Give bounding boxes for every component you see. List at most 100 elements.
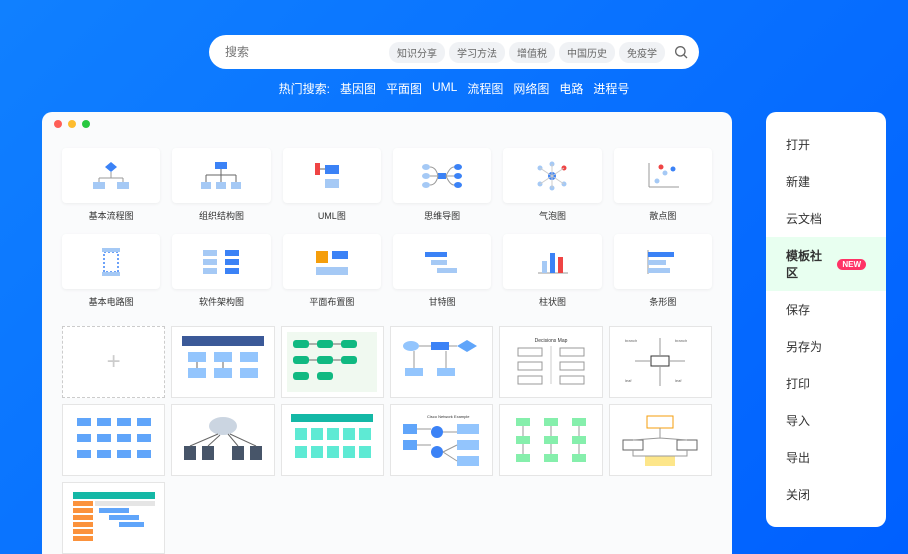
hot-search-item[interactable]: UML: [432, 80, 457, 97]
template-card[interactable]: 平面布置图: [283, 234, 381, 308]
template-label: 散点图: [614, 209, 712, 222]
template-thumb-scatter: [614, 148, 712, 203]
template-thumb-arch: [172, 234, 270, 289]
gallery-item[interactable]: [390, 326, 493, 398]
window-controls: [42, 112, 732, 136]
menu-item-label: 云文档: [786, 210, 822, 227]
gallery-item[interactable]: [499, 404, 602, 476]
template-label: 气泡图: [503, 209, 601, 222]
search-tag[interactable]: 中国历史: [559, 42, 615, 63]
window-dot[interactable]: [82, 120, 90, 128]
gallery-item[interactable]: [281, 326, 384, 398]
menu-item[interactable]: 关闭: [766, 476, 886, 513]
window-dot[interactable]: [68, 120, 76, 128]
search-tag[interactable]: 增值税: [509, 42, 555, 63]
template-thumb-uml: [283, 148, 381, 203]
template-card[interactable]: 基本电路图: [62, 234, 160, 308]
template-card[interactable]: 气泡图: [503, 148, 601, 222]
menu-item[interactable]: 另存为: [766, 328, 886, 365]
search-button[interactable]: [669, 40, 693, 64]
template-label: 软件架构图: [172, 295, 270, 308]
search-bar: 知识分享学习方法增值税中国历史免疫学: [209, 35, 699, 69]
gallery-item[interactable]: [609, 404, 712, 476]
template-thumb-orgchart: [172, 148, 270, 203]
hot-search: 热门搜索: 基因图平面图 UML 流程图网络图电路进程号: [279, 80, 630, 97]
template-label: 条形图: [614, 295, 712, 308]
svg-text:Decisions Map: Decisions Map: [535, 338, 568, 344]
template-label: 平面布置图: [283, 295, 381, 308]
template-thumb-floorplan: [283, 234, 381, 289]
template-card[interactable]: 思维导图: [393, 148, 491, 222]
menu-item[interactable]: 新建: [766, 163, 886, 200]
template-card[interactable]: 软件架构图: [172, 234, 270, 308]
gallery-item[interactable]: [62, 482, 165, 554]
gallery-item[interactable]: [62, 404, 165, 476]
menu-item[interactable]: 打开: [766, 126, 886, 163]
menu-item[interactable]: 保存: [766, 291, 886, 328]
menu-item[interactable]: 导出: [766, 439, 886, 476]
new-badge: NEW: [837, 259, 866, 270]
template-card[interactable]: 柱状图: [503, 234, 601, 308]
menu-item[interactable]: 云文档: [766, 200, 886, 237]
search-tag[interactable]: 学习方法: [449, 42, 505, 63]
main-window: 基本流程图组织结构图 UML图思维导图气泡图散点图基本电路图软件架构图平面布置图甘…: [42, 112, 732, 554]
template-card[interactable]: 散点图: [614, 148, 712, 222]
svg-text:branch: branch: [625, 338, 637, 343]
template-card[interactable]: 甘特图: [393, 234, 491, 308]
gallery-item[interactable]: Cisco Network Example: [390, 404, 493, 476]
template-label: 基本流程图: [62, 209, 160, 222]
template-thumb-flowchart: [62, 148, 160, 203]
template-card[interactable]: 条形图: [614, 234, 712, 308]
template-thumb-circuit: [62, 234, 160, 289]
template-card[interactable]: UML图: [283, 148, 381, 222]
gallery-item[interactable]: [171, 326, 274, 398]
search-tag[interactable]: 知识分享: [389, 42, 445, 63]
svg-text:Cisco Network Example: Cisco Network Example: [427, 414, 470, 419]
template-thumb-gantt: [393, 234, 491, 289]
gallery-item[interactable]: [281, 404, 384, 476]
hot-search-label: 热门搜索:: [279, 80, 330, 97]
search-input[interactable]: [225, 45, 389, 59]
hot-search-item[interactable]: 网络图: [513, 80, 549, 97]
hot-search-item[interactable]: 进程号: [593, 80, 629, 97]
svg-text:leaf: leaf: [675, 378, 682, 383]
menu-item-label: 另存为: [786, 338, 822, 355]
gallery-item[interactable]: Decisions Map: [499, 326, 602, 398]
template-thumb-bar: [503, 234, 601, 289]
template-thumb-hbar: [614, 234, 712, 289]
hot-search-item[interactable]: 流程图: [467, 80, 503, 97]
window-dot[interactable]: [54, 120, 62, 128]
menu-item[interactable]: 打印: [766, 365, 886, 402]
menu-item-label: 导出: [786, 449, 810, 466]
side-menu: 打开新建云文档模板社区 NEW 保存另存为打印导入导出关闭: [766, 112, 886, 527]
template-label: 基本电路图: [62, 295, 160, 308]
template-thumb-mindmap: [393, 148, 491, 203]
template-label: 柱状图: [503, 295, 601, 308]
template-label: UML图: [283, 209, 381, 222]
menu-item-label: 模板社区: [786, 247, 831, 281]
menu-item[interactable]: 导入: [766, 402, 886, 439]
svg-text:leaf: leaf: [625, 378, 632, 383]
menu-item-label: 打印: [786, 375, 810, 392]
gallery-item[interactable]: [171, 404, 274, 476]
menu-item-label: 新建: [786, 173, 810, 190]
template-label: 甘特图: [393, 295, 491, 308]
gallery-grid: + Decisions Map branch branch leaf leaf Cisco …: [42, 320, 732, 554]
gallery-add[interactable]: +: [62, 326, 165, 398]
search-tags: 知识分享学习方法增值税中国历史免疫学: [389, 42, 665, 63]
gallery-item[interactable]: branch branch leaf leaf: [609, 326, 712, 398]
template-label: 思维导图: [393, 209, 491, 222]
hot-search-item[interactable]: 基因图: [340, 80, 376, 97]
template-label: 组织结构图: [172, 209, 270, 222]
hot-search-item[interactable]: 电路: [559, 80, 583, 97]
hot-search-item[interactable]: 平面图: [386, 80, 422, 97]
template-card[interactable]: 组织结构图: [172, 148, 270, 222]
search-tag[interactable]: 免疫学: [619, 42, 665, 63]
menu-item[interactable]: 模板社区 NEW: [766, 237, 886, 291]
search-icon: [673, 44, 689, 60]
template-card[interactable]: 基本流程图: [62, 148, 160, 222]
svg-text:branch: branch: [675, 338, 687, 343]
template-grid: 基本流程图组织结构图 UML图思维导图气泡图散点图基本电路图软件架构图平面布置图甘…: [42, 136, 732, 320]
menu-item-label: 保存: [786, 301, 810, 318]
template-thumb-bubble: [503, 148, 601, 203]
